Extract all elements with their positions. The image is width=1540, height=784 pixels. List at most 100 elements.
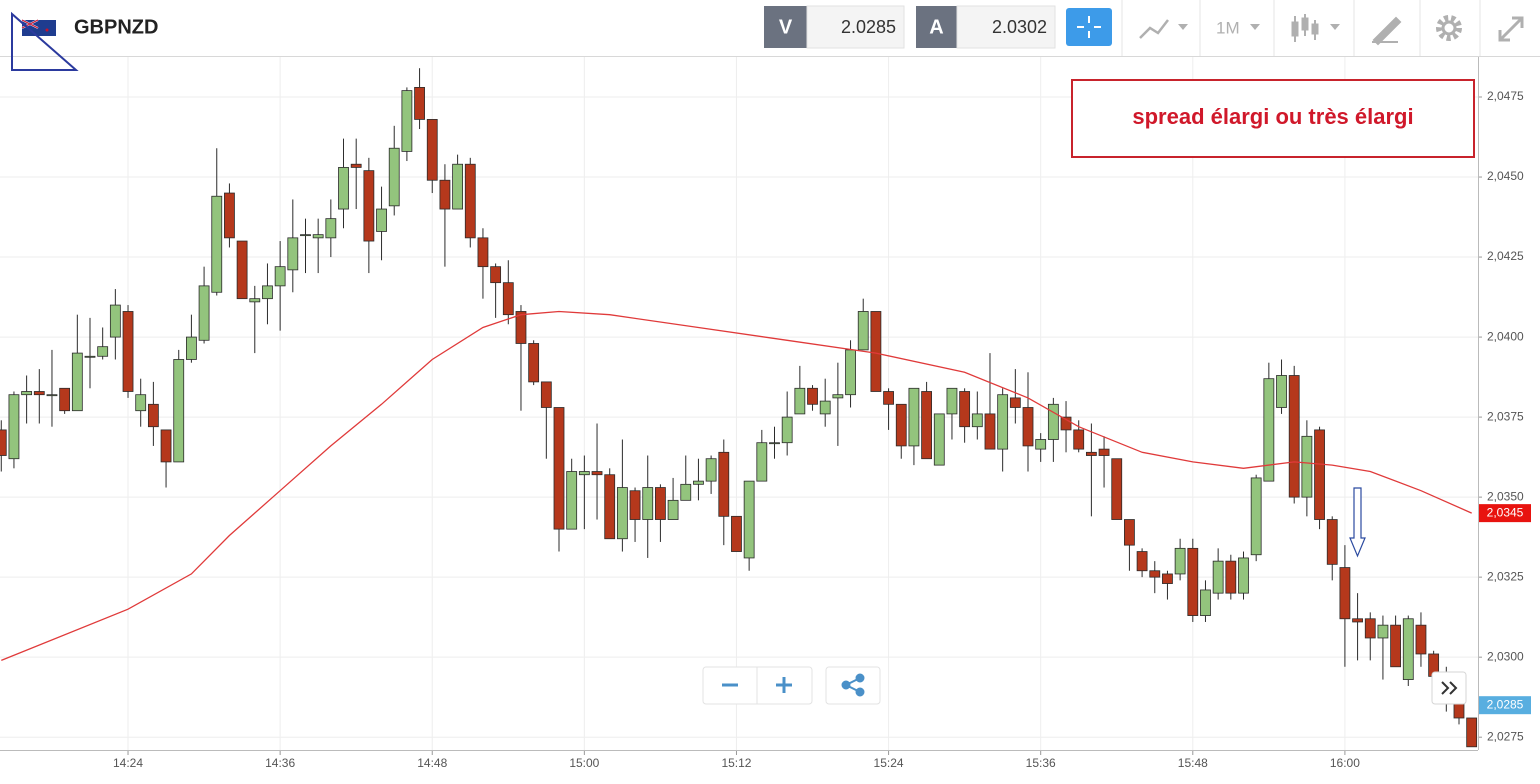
candle-body	[211, 195, 223, 293]
candle-icon[interactable]	[1291, 14, 1319, 42]
x-tick-label: 15:36	[1026, 756, 1056, 770]
candle-body	[1364, 618, 1376, 639]
candle-body	[46, 394, 58, 397]
zoom-in[interactable]	[776, 677, 792, 693]
y-tick-label: 2,0350	[1487, 489, 1524, 503]
candle-body	[186, 336, 197, 360]
candle-body	[388, 147, 400, 207]
share-button[interactable]	[825, 666, 881, 705]
chart-type-icon[interactable]	[1139, 19, 1169, 39]
buy-label: A	[929, 16, 943, 38]
price-tag-label: 2,0285	[1487, 697, 1524, 711]
crosshair-icon	[1077, 16, 1101, 38]
candle-body	[135, 394, 147, 412]
candle-body	[781, 416, 793, 444]
candle-body	[325, 218, 337, 239]
candle-body	[1073, 429, 1085, 450]
candle-body	[769, 442, 780, 445]
candle-body	[224, 192, 235, 239]
candle-body	[845, 349, 856, 396]
moving-average	[1, 310, 1472, 662]
candle-body	[1098, 448, 1110, 456]
candle-body	[895, 403, 907, 447]
buy-price: 2.0302	[992, 17, 1047, 37]
candle-body	[655, 487, 666, 520]
candle-body	[819, 400, 831, 415]
candle-body	[870, 311, 882, 392]
candle-body	[147, 403, 159, 428]
candle-body	[1035, 439, 1047, 450]
settings-icon[interactable]	[1436, 15, 1462, 41]
candle-body	[1085, 451, 1097, 456]
plot-area: 2,0275 2,0300 2,0325 2,0350 2,0375 2,0400 2,04…	[0, 57, 1531, 770]
candle-body	[1415, 624, 1427, 655]
x-tick-label: 14:24	[113, 756, 143, 770]
candle-body	[262, 285, 273, 300]
candle-body	[971, 413, 983, 428]
candle-body	[236, 240, 248, 300]
candle-body	[0, 429, 7, 456]
candle-body	[1047, 403, 1059, 440]
zoom-controls	[702, 666, 1467, 705]
sell-button[interactable]	[764, 6, 807, 48]
candle-body	[59, 387, 71, 412]
candle-body	[693, 480, 704, 485]
candle-body	[794, 387, 806, 415]
candle-body	[464, 163, 476, 239]
candle-body	[1187, 547, 1199, 616]
candle-body	[1390, 624, 1402, 668]
candles	[0, 68, 1478, 748]
candle-body	[490, 266, 502, 284]
dropdown-arrow	[1250, 24, 1260, 30]
candle-body	[604, 474, 616, 540]
candle-body	[1212, 560, 1224, 594]
buy-button[interactable]	[916, 6, 957, 48]
candle-body	[1009, 397, 1021, 408]
candle-body	[984, 413, 996, 450]
candle-body	[160, 429, 172, 463]
candle-body	[1111, 458, 1123, 520]
sell-price-box[interactable]	[806, 5, 905, 49]
candle-body	[921, 391, 933, 460]
draw-icon[interactable]	[1372, 16, 1402, 46]
candle-body	[1377, 624, 1389, 639]
candle-body	[477, 237, 489, 268]
down-arrow	[1349, 487, 1366, 558]
candle-body	[21, 391, 33, 396]
y-tick-label: 2,0425	[1487, 249, 1524, 263]
price-tag-label: 2,0345	[1487, 505, 1524, 519]
candle-body	[1200, 589, 1211, 616]
candle-body	[1225, 560, 1237, 594]
candle-body	[959, 391, 971, 428]
candle-body	[1339, 567, 1351, 620]
candle-body	[198, 285, 210, 341]
candle-body	[287, 237, 299, 271]
candle-body	[1022, 407, 1034, 447]
annotation-box: spread élargi ou très élargi	[1071, 79, 1475, 158]
crosshair-button[interactable]	[1066, 8, 1112, 46]
candle-body	[1238, 557, 1249, 594]
x-tick-label: 14:48	[417, 756, 447, 770]
scroll-right-icon	[1441, 681, 1458, 695]
candle-body	[566, 471, 578, 530]
candle-body	[731, 515, 742, 552]
y-tick-label: 2,0450	[1487, 169, 1524, 183]
candle-body	[338, 167, 349, 210]
candle-body	[667, 499, 679, 520]
candle-body	[756, 442, 768, 482]
candle-body	[1466, 717, 1478, 748]
candle-body	[1162, 573, 1173, 584]
flag-star	[45, 28, 49, 32]
candle-body	[84, 355, 96, 358]
y-tick-label: 2,0475	[1487, 89, 1524, 103]
settings-icon-inner	[1441, 20, 1457, 36]
candle-body	[1276, 375, 1287, 408]
buy-price-box[interactable]	[956, 5, 1056, 49]
y-tick-label: 2,0300	[1487, 649, 1524, 663]
candle-body	[1314, 429, 1325, 520]
candle-body	[1288, 375, 1300, 498]
y-tick-label: 2,0275	[1487, 729, 1524, 743]
timeframe[interactable]: 1M	[1216, 18, 1240, 37]
fullscreen-icon[interactable]	[1498, 16, 1524, 42]
x-tick-label: 15:12	[721, 756, 751, 770]
